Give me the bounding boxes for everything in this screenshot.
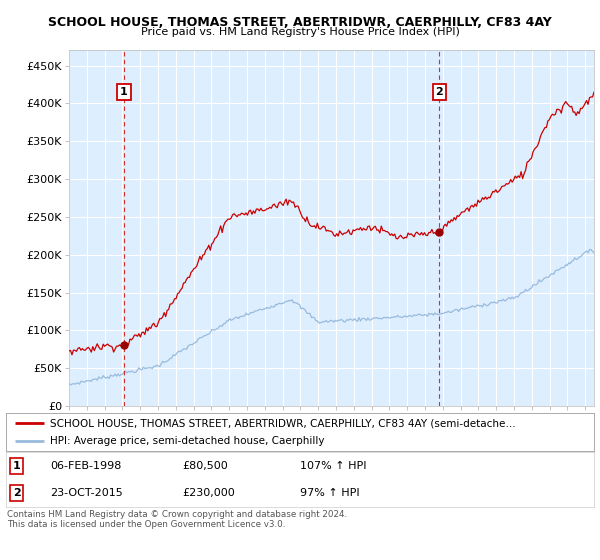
Text: SCHOOL HOUSE, THOMAS STREET, ABERTRIDWR, CAERPHILLY, CF83 4AY: SCHOOL HOUSE, THOMAS STREET, ABERTRIDWR,…	[48, 16, 552, 29]
Text: 97% ↑ HPI: 97% ↑ HPI	[300, 488, 359, 498]
Text: SCHOOL HOUSE, THOMAS STREET, ABERTRIDWR, CAERPHILLY, CF83 4AY (semi-detache…: SCHOOL HOUSE, THOMAS STREET, ABERTRIDWR,…	[50, 418, 516, 428]
Text: 107% ↑ HPI: 107% ↑ HPI	[300, 461, 367, 471]
Text: 06-FEB-1998: 06-FEB-1998	[50, 461, 121, 471]
Text: 2: 2	[13, 488, 20, 498]
Text: Price paid vs. HM Land Registry's House Price Index (HPI): Price paid vs. HM Land Registry's House …	[140, 27, 460, 37]
Text: Contains HM Land Registry data © Crown copyright and database right 2024.
This d: Contains HM Land Registry data © Crown c…	[7, 510, 347, 529]
Text: 1: 1	[13, 461, 20, 471]
Text: 1: 1	[120, 87, 128, 97]
Text: 2: 2	[436, 87, 443, 97]
Text: £80,500: £80,500	[182, 461, 228, 471]
Text: HPI: Average price, semi-detached house, Caerphilly: HPI: Average price, semi-detached house,…	[50, 436, 325, 446]
Text: 23-OCT-2015: 23-OCT-2015	[50, 488, 123, 498]
Text: £230,000: £230,000	[182, 488, 235, 498]
